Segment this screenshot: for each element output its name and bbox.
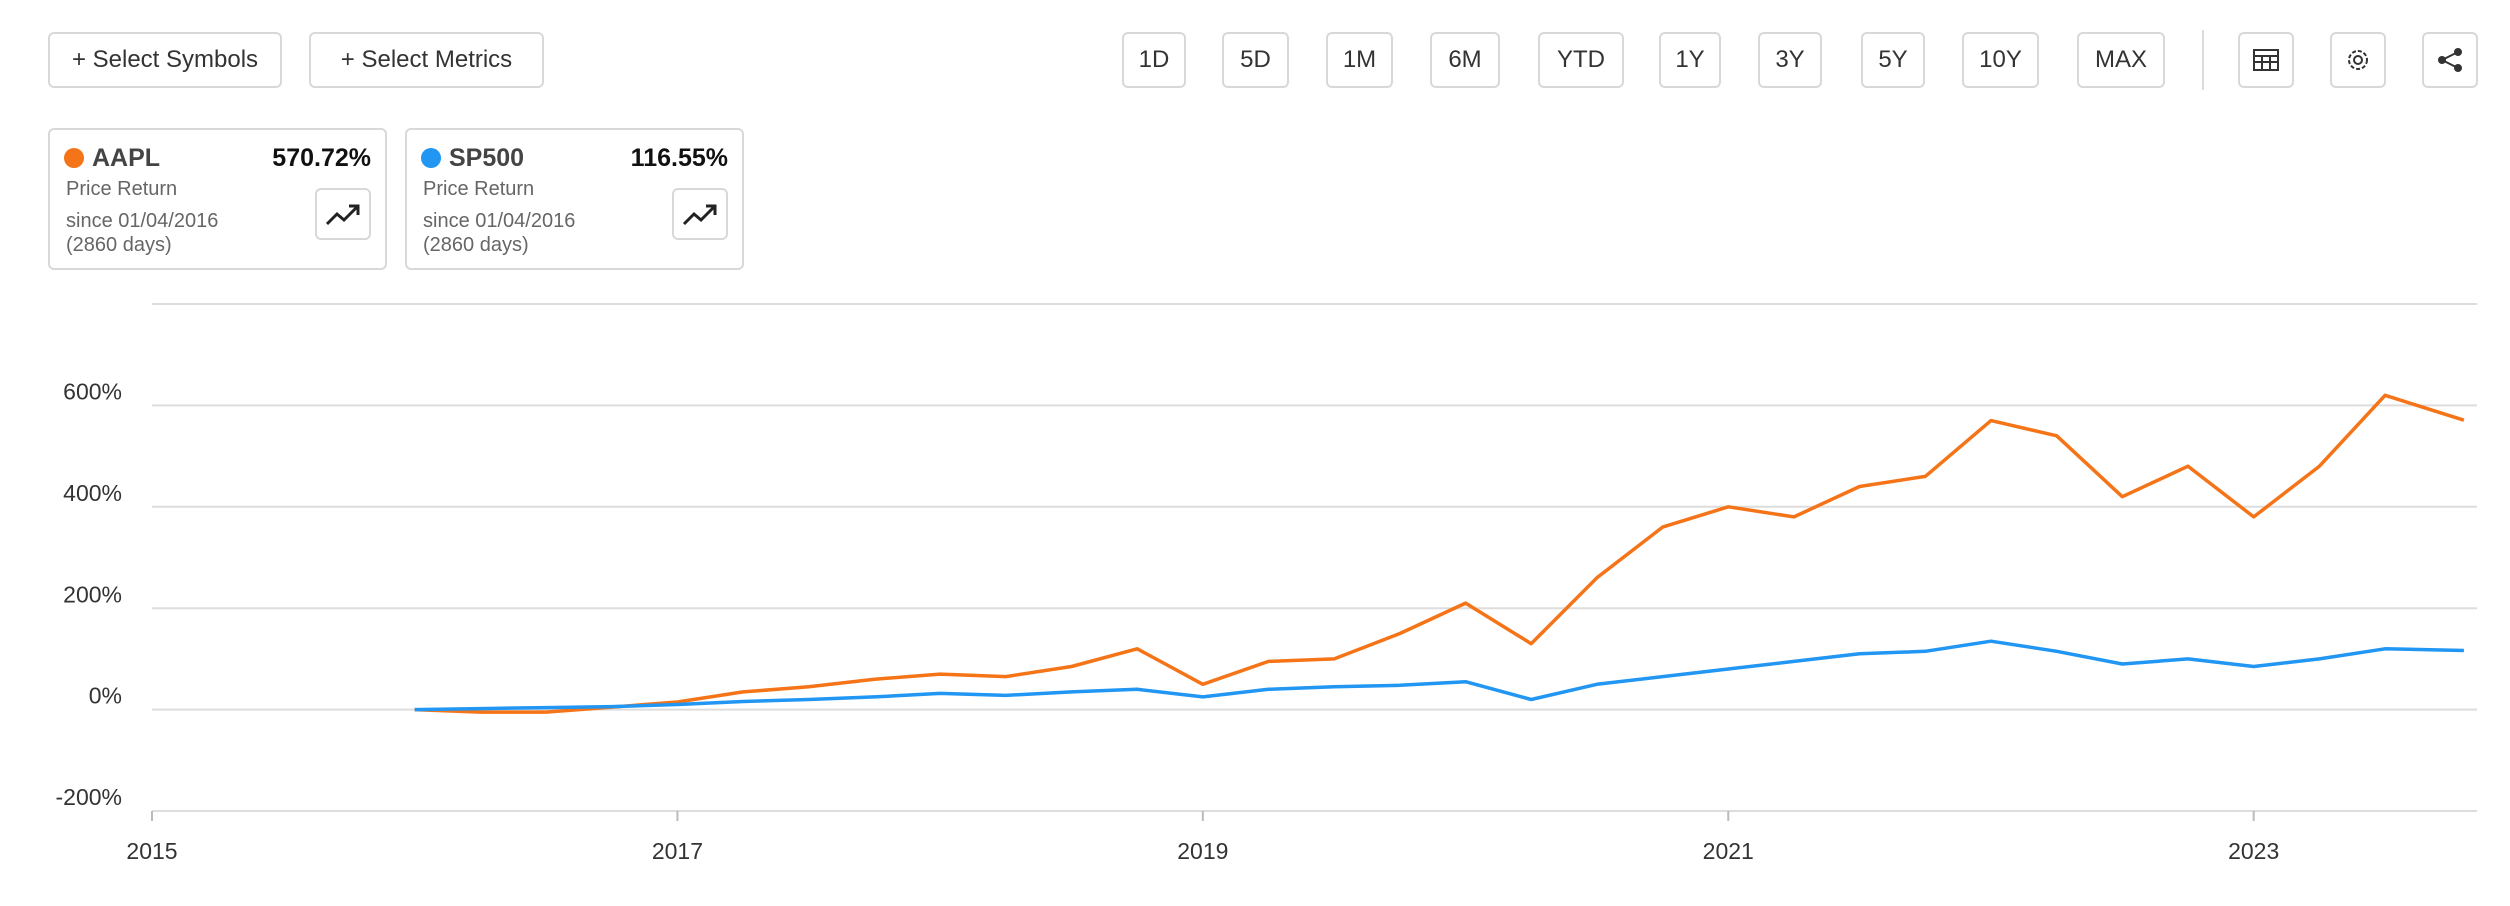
- symbol-card[interactable]: AAPL 570.72% Price Return since 01/04/2016(…: [48, 128, 387, 270]
- y-tick-label: 400%: [63, 480, 122, 506]
- range-button[interactable]: 10Y: [1962, 32, 2039, 88]
- share-button[interactable]: [2422, 32, 2478, 88]
- x-tick-label: 2015: [126, 838, 177, 864]
- y-tick-label: 200%: [63, 581, 122, 607]
- share-icon: [2438, 48, 2462, 72]
- range-button[interactable]: 1M: [1326, 32, 1393, 88]
- trend-icon: [325, 204, 360, 226]
- metric-label: Price Return: [423, 178, 535, 200]
- trend-icon: [682, 204, 717, 226]
- range-button[interactable]: 6M: [1430, 32, 1500, 88]
- metric-label: Price Return: [66, 178, 178, 200]
- legend-dot: [64, 148, 84, 168]
- change-value: 116.55%: [630, 144, 728, 172]
- trend-button[interactable]: [672, 188, 728, 240]
- toolbar-button[interactable]: + Select Symbols: [48, 32, 282, 88]
- trend-button[interactable]: [315, 188, 371, 240]
- x-tick-label: 2019: [1177, 838, 1228, 864]
- x-tick-label: 2021: [1703, 838, 1754, 864]
- y-tick-label: -200%: [56, 784, 122, 810]
- range-button[interactable]: 1D: [1122, 32, 1186, 88]
- y-tick-label: 600%: [63, 378, 122, 404]
- y-tick-label: 0%: [89, 683, 122, 709]
- range-button[interactable]: 5Y: [1861, 32, 1925, 88]
- symbol-card[interactable]: SP500 116.55% Price Return since 01/04/2016…: [405, 128, 744, 270]
- symbol-name: AAPL: [92, 144, 161, 172]
- range-button[interactable]: 5D: [1222, 32, 1289, 88]
- divider: [2202, 30, 2204, 90]
- days-label: (2860 days): [66, 234, 172, 256]
- range-button[interactable]: 3Y: [1758, 32, 1822, 88]
- since-label: since 01/04/2016: [423, 210, 576, 232]
- x-tick-label: 2023: [2228, 838, 2279, 864]
- symbol-name: SP500: [449, 144, 525, 172]
- gear-icon: [2348, 50, 2368, 70]
- range-button[interactable]: 1Y: [1659, 32, 1721, 88]
- table-icon: [2253, 49, 2279, 71]
- x-tick-label: 2017: [652, 838, 703, 864]
- legend-dot: [421, 148, 441, 168]
- series-line: [414, 639, 2464, 712]
- change-value: 570.72%: [272, 144, 371, 172]
- since-label: since 01/04/2016: [66, 210, 219, 232]
- series-line: [414, 393, 2465, 714]
- table-button[interactable]: [2238, 32, 2294, 88]
- toolbar-button[interactable]: + Select Metrics: [309, 32, 544, 88]
- range-button[interactable]: MAX: [2077, 32, 2165, 88]
- settings-button[interactable]: [2330, 32, 2386, 88]
- range-button[interactable]: YTD: [1538, 32, 1624, 88]
- days-label: (2860 days): [423, 234, 529, 256]
